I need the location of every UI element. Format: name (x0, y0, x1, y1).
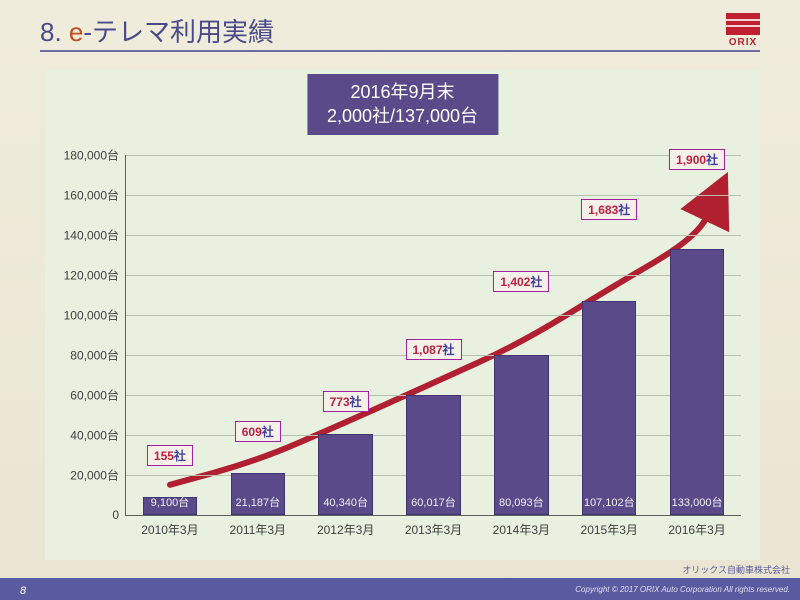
grid-line (126, 235, 741, 236)
ytick-label: 60,000台 (41, 387, 119, 404)
company-count-number: 1,683 (588, 203, 618, 217)
ytick-label: 140,000台 (41, 227, 119, 244)
bar: 80,093台 (494, 355, 548, 515)
company-count-box: 609社 (235, 421, 281, 442)
bar-value-label: 60,017台 (411, 494, 456, 510)
ytick-label: 0 (41, 508, 119, 522)
ytick-label: 80,000台 (41, 347, 119, 364)
company-count-box: 1,087社 (405, 339, 461, 360)
bar-value-label: 40,340台 (323, 494, 368, 510)
company-count-number: 1,087 (412, 343, 442, 357)
bar: 40,340台 (318, 434, 372, 515)
company-count-suffix: 社 (706, 153, 718, 167)
footer-copyright: Copyright © 2017 ORIX Auto Corporation A… (575, 585, 790, 594)
ytick-label: 180,000台 (41, 147, 119, 164)
chart-area: 2016年9月末 2,000社/137,000台 020,000台40,000台… (45, 70, 760, 560)
bar-value-label: 107,102台 (584, 494, 635, 510)
xtick-label: 2014年3月 (493, 521, 550, 538)
title-rest: -テレマ利用実績 (83, 17, 274, 47)
company-count-number: 1,900 (676, 153, 706, 167)
company-count-box: 155社 (147, 445, 193, 466)
grid-line (126, 195, 741, 196)
footer-company: オリックス自動車株式会社 (682, 563, 790, 576)
xtick-label: 2012年3月 (317, 521, 374, 538)
ytick-label: 40,000台 (41, 427, 119, 444)
company-count-suffix: 社 (350, 395, 362, 409)
company-count-number: 773 (330, 395, 350, 409)
title-accent: e (69, 17, 83, 47)
bar: 21,187台 (231, 473, 285, 515)
company-count-box: 773社 (323, 391, 369, 412)
company-count-number: 609 (242, 425, 262, 439)
grid-line (126, 275, 741, 276)
bar-value-label: 80,093台 (499, 494, 544, 510)
xtick-label: 2015年3月 (581, 521, 638, 538)
orix-logo-icon (726, 13, 760, 35)
page-number: 8 (20, 585, 26, 597)
company-count-number: 1,402 (500, 275, 530, 289)
company-count-number: 155 (154, 449, 174, 463)
bar: 60,017台 (406, 395, 460, 515)
grid-line (126, 315, 741, 316)
xtick-label: 2010年3月 (141, 521, 198, 538)
title-prefix: 8. (40, 17, 69, 47)
footer-bar: 8 Copyright © 2017 ORIX Auto Corporation… (0, 578, 800, 600)
bar: 133,000台 (670, 249, 724, 515)
orix-logo: ORIX (726, 13, 760, 48)
grid-line (126, 155, 741, 156)
company-count-box: 1,683社 (581, 199, 637, 220)
slide-title: 8. e-テレマ利用実績 (40, 12, 274, 49)
bar: 107,102台 (582, 301, 636, 515)
bar-value-label: 9,100台 (151, 494, 190, 510)
company-count-box: 1,900社 (669, 149, 725, 170)
plot-region: 020,000台40,000台60,000台80,000台100,000台120… (125, 155, 741, 516)
bar-value-label: 133,000台 (672, 494, 723, 510)
company-count-suffix: 社 (262, 425, 274, 439)
company-count-box: 1,402社 (493, 271, 549, 292)
slide: 8. e-テレマ利用実績 ORIX 2016年9月末 2,000社/137,00… (0, 0, 800, 600)
ytick-label: 120,000台 (41, 267, 119, 284)
ytick-label: 100,000台 (41, 307, 119, 324)
callout-line2: 2,000社/137,000台 (327, 104, 478, 128)
ytick-label: 160,000台 (41, 187, 119, 204)
company-count-suffix: 社 (530, 275, 542, 289)
bar-value-label: 21,187台 (235, 494, 280, 510)
company-count-suffix: 社 (618, 203, 630, 217)
company-count-suffix: 社 (174, 449, 186, 463)
bar: 9,100台 (143, 497, 197, 515)
orix-logo-text: ORIX (729, 37, 757, 48)
xtick-label: 2011年3月 (230, 521, 286, 538)
ytick-label: 20,000台 (41, 467, 119, 484)
xtick-label: 2016年3月 (668, 521, 725, 538)
callout-line1: 2016年9月末 (327, 80, 478, 104)
callout-box: 2016年9月末 2,000社/137,000台 (307, 74, 498, 135)
company-count-suffix: 社 (443, 343, 455, 357)
xtick-label: 2013年3月 (405, 521, 462, 538)
slide-header: 8. e-テレマ利用実績 ORIX (40, 12, 760, 49)
title-underline (40, 50, 760, 52)
